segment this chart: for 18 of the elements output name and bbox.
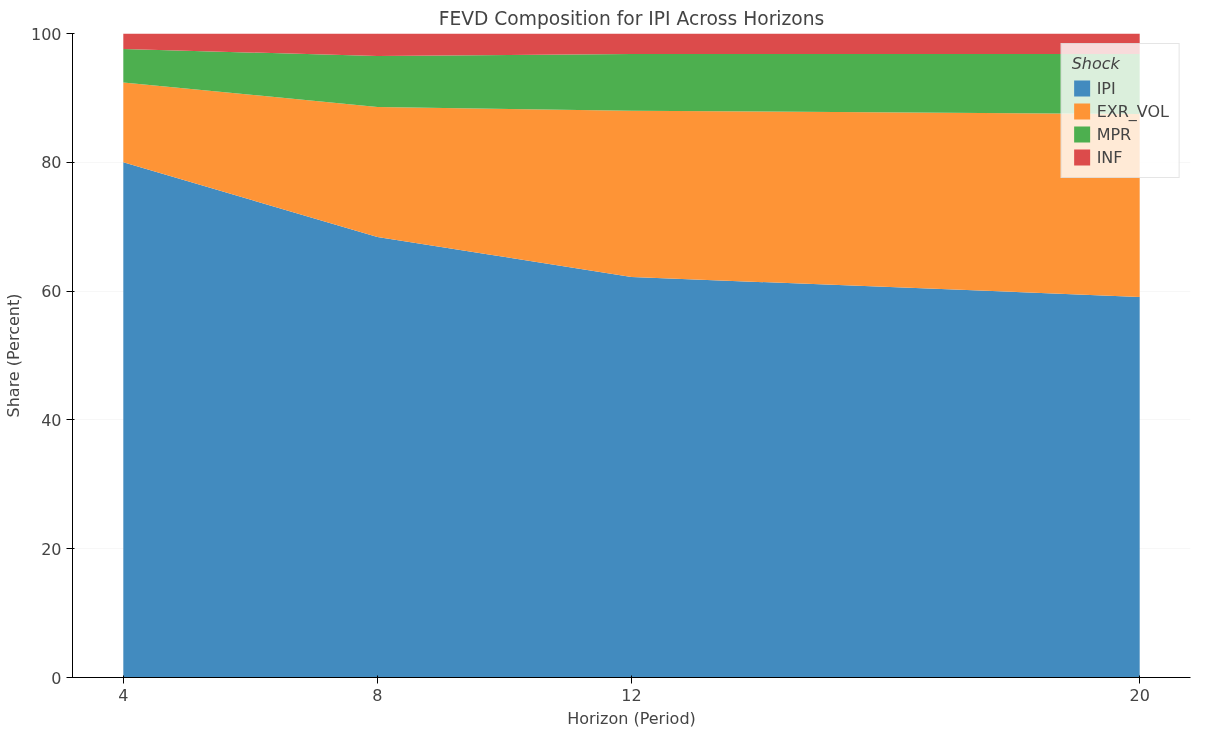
x-tick-label: 12 <box>621 685 642 705</box>
y-tick-label: 60 <box>41 282 62 302</box>
legend-title: Shock <box>1071 54 1121 73</box>
legend-label: MPR <box>1096 124 1132 144</box>
y-tick-label: 40 <box>41 410 62 430</box>
legend-label: EXR_VOL <box>1096 101 1169 121</box>
x-axis-title: Horizon (Period) <box>567 708 696 728</box>
y-tick-label: 20 <box>41 539 62 559</box>
x-tick-label: 20 <box>1129 685 1150 705</box>
y-tick-label: 80 <box>41 153 62 173</box>
x-tick-label: 8 <box>372 685 383 705</box>
legend-label: IPI <box>1096 78 1117 98</box>
y-tick-label: 100 <box>30 24 62 44</box>
x-tick-label: 4 <box>118 685 129 705</box>
chart-title: FEVD Composition for IPI Across Horizons <box>438 7 825 29</box>
y-tick-label: 0 <box>51 668 62 688</box>
y-axis-title: Share (Percent) <box>3 293 23 418</box>
legend-label: INF <box>1096 147 1123 167</box>
